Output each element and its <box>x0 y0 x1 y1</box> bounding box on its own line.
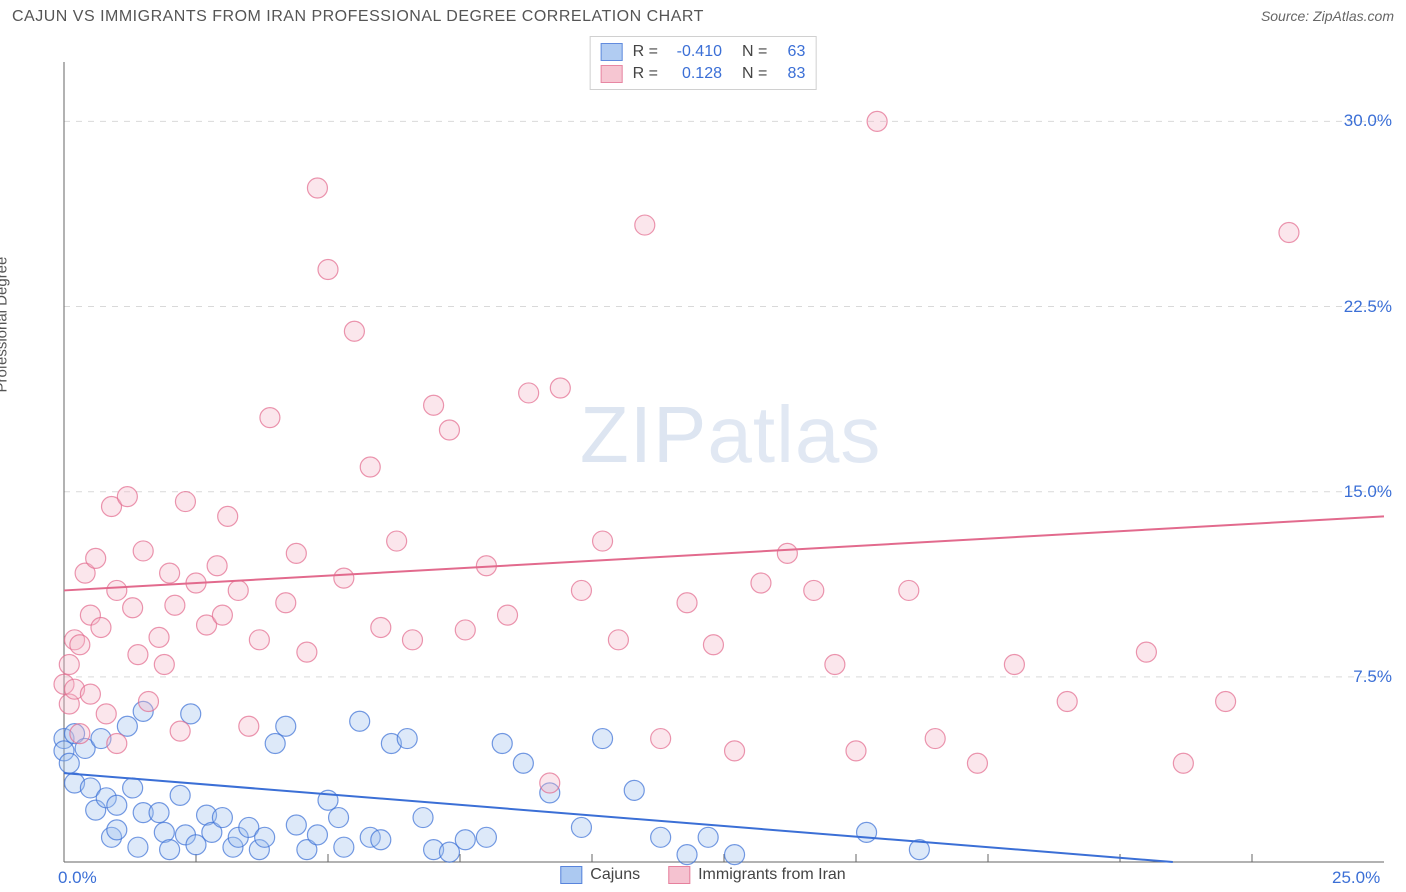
stat-r-label: R = <box>633 41 658 63</box>
y-axis-label: Professional Degree <box>0 257 11 393</box>
stat-r-value-iran: 0.128 <box>668 63 722 85</box>
legend-item-cajuns: Cajuns <box>560 866 640 884</box>
legend: Cajuns Immigrants from Iran <box>560 866 845 884</box>
stat-r-value-cajuns: -0.410 <box>668 41 722 63</box>
stats-legend-box: R = -0.410 N = 63 R = 0.128 N = 83 <box>590 36 817 90</box>
chart-container: Professional Degree ZIPatlas R =-0.410N … <box>12 32 1394 872</box>
source-prefix: Source: <box>1261 8 1313 24</box>
source-attribution: Source: ZipAtlas.com <box>1261 8 1394 26</box>
swatch-cajuns <box>601 43 623 61</box>
stat-n-value-cajuns: 63 <box>777 41 805 63</box>
stats-row-iran: R = 0.128 N = 83 <box>601 63 806 85</box>
y-tick-label: 15.0% <box>1344 482 1392 502</box>
chart-title: CAJUN VS IMMIGRANTS FROM IRAN PROFESSION… <box>12 8 704 26</box>
legend-item-iran: Immigrants from Iran <box>668 866 846 884</box>
stat-n-label: N = <box>742 41 767 63</box>
y-tick-label: 30.0% <box>1344 111 1392 131</box>
legend-swatch-iran <box>668 866 690 884</box>
stat-n-label: N = <box>742 63 767 85</box>
legend-label-cajuns: Cajuns <box>590 866 640 884</box>
stats-row-cajuns: R = -0.410 N = 63 <box>601 41 806 63</box>
stat-r-label: R = <box>633 63 658 85</box>
scatter-plot <box>12 32 1394 872</box>
x-tick-label: 0.0% <box>58 868 97 888</box>
stat-n-value-iran: 83 <box>777 63 805 85</box>
swatch-iran <box>601 65 623 83</box>
y-tick-label: 22.5% <box>1344 297 1392 317</box>
legend-label-iran: Immigrants from Iran <box>698 866 846 884</box>
legend-swatch-cajuns <box>560 866 582 884</box>
y-tick-label: 7.5% <box>1353 667 1392 687</box>
source-name: ZipAtlas.com <box>1313 8 1394 24</box>
x-tick-label: 25.0% <box>1332 868 1380 888</box>
